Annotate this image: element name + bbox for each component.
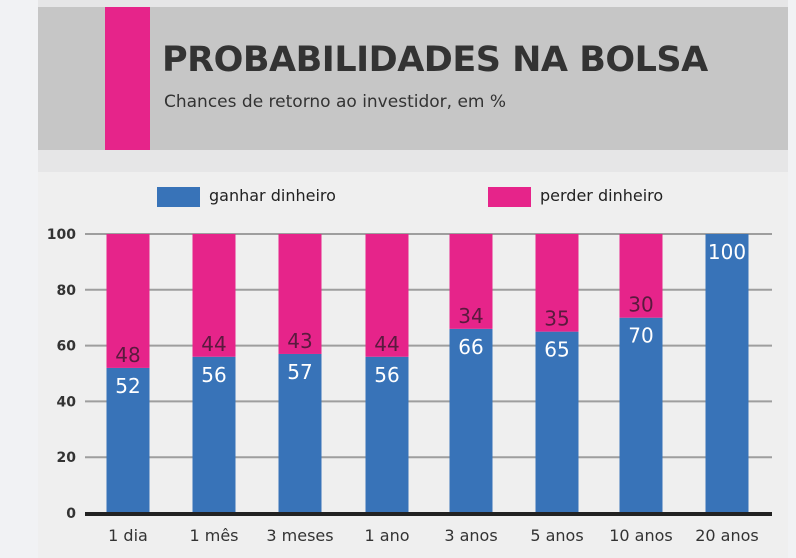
data-label-win-2: 57 [287, 360, 312, 384]
data-label-win-0: 52 [115, 374, 140, 398]
y-tick-label-100: 100 [47, 227, 76, 243]
accent-bar [105, 7, 150, 150]
data-label-win-1: 56 [201, 363, 226, 387]
data-label-win-3: 56 [374, 363, 399, 387]
x-tick-label-7: 20 anos [695, 526, 759, 545]
x-tick-label-4: 3 anos [444, 526, 497, 545]
legend-label-win: ganhar dinheiro [209, 186, 336, 205]
data-label-lose-3: 44 [374, 332, 399, 356]
bar-lose-2 [278, 234, 322, 354]
bar-win-3 [365, 356, 409, 513]
y-tick-label-40: 40 [57, 394, 77, 410]
bar-win-1 [192, 356, 236, 513]
bar-lose-1 [192, 234, 236, 357]
y-tick-label-60: 60 [57, 339, 77, 355]
bar-win-5 [535, 331, 579, 513]
chart-subtitle: Chances de retorno ao investidor, em % [164, 92, 507, 112]
bar-win-6 [619, 317, 663, 513]
x-tick-label-5: 5 anos [530, 526, 583, 545]
bar-lose-4 [449, 234, 493, 329]
bar-lose-0 [106, 234, 150, 368]
header-band [38, 7, 788, 150]
data-label-lose-1: 44 [201, 332, 226, 356]
legend-swatch-lose [488, 187, 531, 207]
x-tick-label-1: 1 mês [189, 526, 238, 545]
data-label-lose-5: 35 [544, 307, 569, 331]
bar-lose-6 [619, 234, 663, 318]
bar-win-4 [449, 328, 493, 513]
data-label-win-4: 66 [458, 335, 483, 359]
top-strip [38, 0, 788, 7]
bar-lose-5 [535, 234, 579, 332]
bar-win-2 [278, 353, 322, 513]
y-tick-label-0: 0 [66, 506, 76, 522]
bar-win-7 [705, 234, 749, 513]
x-tick-label-6: 10 anos [609, 526, 673, 545]
separator-band [38, 150, 788, 172]
data-label-lose-2: 43 [287, 329, 312, 353]
data-label-lose-6: 30 [628, 293, 653, 317]
bar-win-0 [106, 367, 150, 513]
data-label-win-6: 70 [628, 324, 653, 348]
legend-swatch-win [157, 187, 200, 207]
data-label-win-5: 65 [544, 338, 569, 362]
data-label-win-7: 100 [708, 240, 746, 264]
y-tick-label-20: 20 [57, 450, 77, 466]
x-tick-label-2: 3 meses [266, 526, 333, 545]
y-tick-label-80: 80 [57, 283, 77, 299]
chart-title: PROBABILIDADES NA BOLSA [162, 40, 708, 80]
data-label-lose-4: 34 [458, 304, 483, 328]
x-tick-label-0: 1 dia [108, 526, 148, 545]
legend-label-lose: perder dinheiro [540, 186, 664, 205]
data-label-lose-0: 48 [115, 343, 140, 367]
x-tick-label-3: 1 ano [365, 526, 410, 545]
bar-lose-3 [365, 234, 409, 357]
